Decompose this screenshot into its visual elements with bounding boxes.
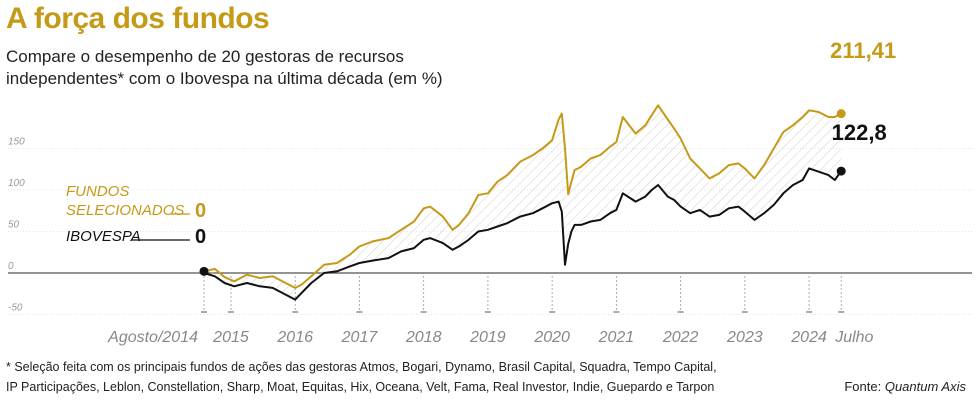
chart-title: A força dos fundos	[6, 2, 270, 35]
area-between-series	[204, 105, 842, 300]
source-name: Quantum Axis	[884, 379, 966, 394]
x-tick-label: 2022	[662, 329, 699, 346]
end-marker-fundos	[836, 109, 846, 119]
y-tick-label: 150	[8, 137, 25, 148]
chart-subtitle: Compare o desempenho de 20 gestoras de r…	[6, 47, 443, 88]
legend-fundos-line1: FUNDOS	[66, 183, 129, 200]
y-tick-label: -50	[8, 303, 23, 314]
end-marker-ibovespa	[836, 166, 846, 176]
x-tick-label: 2021	[598, 329, 635, 346]
series-line-fundos	[203, 104, 842, 289]
x-tick-label: 2018	[405, 329, 442, 346]
x-tick-label: 2015	[212, 329, 249, 346]
x-tick-label: 2017	[341, 329, 379, 346]
y-tick-label: 0	[8, 261, 14, 272]
y-tick-label: 100	[8, 178, 25, 189]
start-marker	[199, 266, 209, 276]
series-line-ibovespa	[203, 167, 843, 301]
end-label-fundos: 211,41	[830, 38, 896, 63]
x-tick-label: 2024	[790, 329, 827, 346]
footnote: * Seleção feita com os principais fundos…	[6, 360, 717, 394]
legend-fundos-start-value: 0	[195, 200, 206, 222]
x-tick-label: 2016	[276, 329, 313, 346]
source-label: Fonte:	[844, 379, 882, 394]
legend-fundos-line2: SELECIONADOS	[66, 202, 184, 219]
x-tick-label: Julho	[834, 329, 873, 346]
legend-ibovespa-label: IBOVESPA	[66, 228, 141, 245]
x-tick-label: 2020	[533, 329, 570, 346]
x-tick-label: 2023	[726, 329, 763, 346]
end-label-ibovespa: 122,8	[832, 120, 887, 145]
x-tick-label: 2019	[469, 329, 506, 346]
source-credit: Fonte: Quantum Axis	[844, 379, 966, 394]
y-tick-label: 50	[8, 220, 20, 231]
legend-ibovespa-start-value: 0	[195, 226, 206, 248]
x-tick-label: Agosto/2014	[107, 329, 198, 346]
